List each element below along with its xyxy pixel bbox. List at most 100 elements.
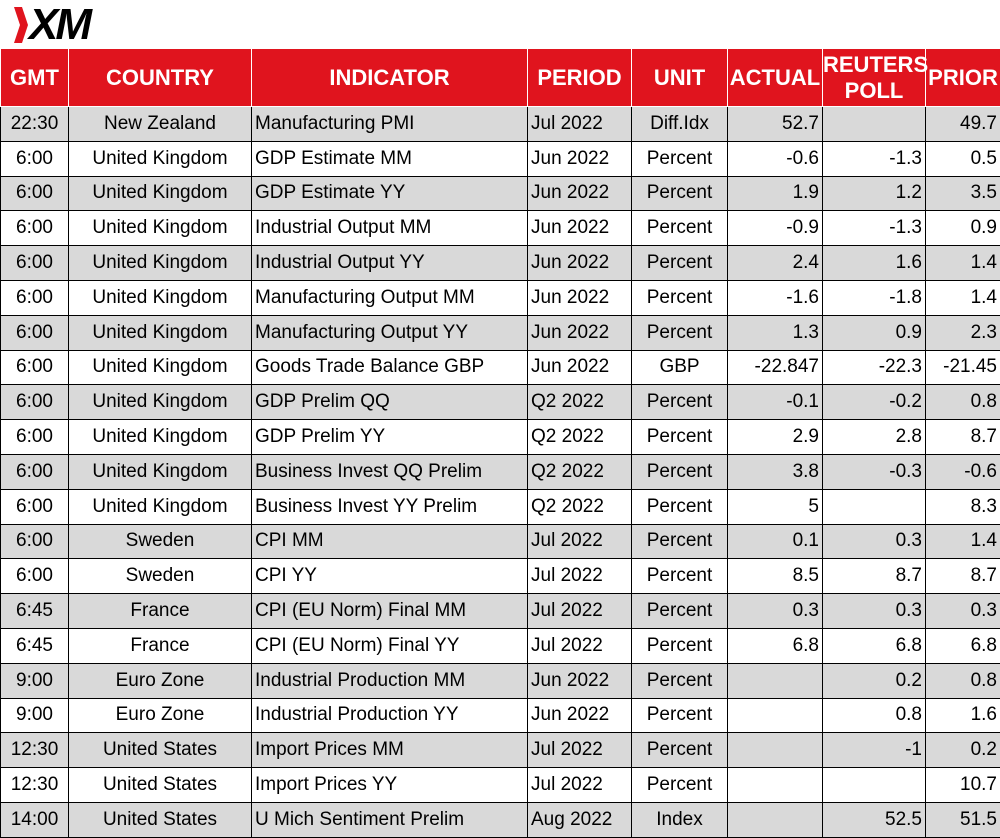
cell-actual (728, 768, 823, 803)
cell-gmt: 6:00 (1, 559, 69, 594)
cell-reuters-poll: 0.3 (823, 524, 926, 559)
cell-prior: 8.7 (926, 559, 1000, 594)
cell-reuters-poll: 0.9 (823, 315, 926, 350)
cell-period: Q2 2022 (528, 420, 632, 455)
cell-reuters-poll: -1.8 (823, 280, 926, 315)
cell-actual: 2.4 (728, 246, 823, 281)
cell-prior: 0.9 (926, 211, 1000, 246)
cell-gmt: 9:00 (1, 663, 69, 698)
cell-indicator: Manufacturing Output MM (252, 280, 528, 315)
cell-indicator: GDP Prelim YY (252, 420, 528, 455)
cell-actual (728, 698, 823, 733)
cell-actual: 0.3 (728, 594, 823, 629)
cell-actual: -0.6 (728, 141, 823, 176)
cell-unit: Percent (632, 280, 728, 315)
cell-indicator: CPI YY (252, 559, 528, 594)
cell-country: United Kingdom (69, 246, 252, 281)
cell-indicator: GDP Prelim QQ (252, 385, 528, 420)
cell-period: Jun 2022 (528, 176, 632, 211)
cell-indicator: Industrial Output MM (252, 211, 528, 246)
cell-prior: 0.8 (926, 663, 1000, 698)
cell-reuters-poll: 0.8 (823, 698, 926, 733)
header-actual: ACTUAL (728, 49, 823, 107)
cell-indicator: Industrial Output YY (252, 246, 528, 281)
cell-period: Jun 2022 (528, 315, 632, 350)
cell-unit: GBP (632, 350, 728, 385)
cell-prior: -0.6 (926, 454, 1000, 489)
cell-prior: 51.5 (926, 802, 1000, 837)
cell-actual: -0.9 (728, 211, 823, 246)
cell-country: United Kingdom (69, 420, 252, 455)
cell-gmt: 6:00 (1, 420, 69, 455)
cell-prior: -21.45 (926, 350, 1000, 385)
cell-gmt: 22:30 (1, 107, 69, 142)
cell-period: Jul 2022 (528, 107, 632, 142)
cell-indicator: CPI MM (252, 524, 528, 559)
header-unit: UNIT (632, 49, 728, 107)
cell-indicator: CPI (EU Norm) Final MM (252, 594, 528, 629)
cell-reuters-poll: 2.8 (823, 420, 926, 455)
cell-reuters-poll: -1.3 (823, 141, 926, 176)
cell-unit: Percent (632, 385, 728, 420)
cell-gmt: 6:00 (1, 454, 69, 489)
cell-country: France (69, 628, 252, 663)
cell-actual: -22.847 (728, 350, 823, 385)
cell-unit: Diff.Idx (632, 107, 728, 142)
cell-gmt: 6:00 (1, 280, 69, 315)
cell-prior: 8.7 (926, 420, 1000, 455)
xm-logo: XM (14, 4, 89, 46)
cell-period: Jun 2022 (528, 141, 632, 176)
cell-prior: 3.5 (926, 176, 1000, 211)
cell-indicator: Import Prices YY (252, 768, 528, 803)
cell-prior: 10.7 (926, 768, 1000, 803)
cell-unit: Percent (632, 141, 728, 176)
cell-gmt: 6:00 (1, 211, 69, 246)
cell-period: Jun 2022 (528, 663, 632, 698)
cell-prior: 0.2 (926, 733, 1000, 768)
cell-reuters-poll: 0.3 (823, 594, 926, 629)
cell-country: United States (69, 802, 252, 837)
cell-reuters-poll: 52.5 (823, 802, 926, 837)
cell-prior: 0.8 (926, 385, 1000, 420)
cell-actual: 1.9 (728, 176, 823, 211)
cell-period: Aug 2022 (528, 802, 632, 837)
cell-country: United Kingdom (69, 315, 252, 350)
cell-country: Sweden (69, 559, 252, 594)
cell-prior: 1.6 (926, 698, 1000, 733)
cell-indicator: Industrial Production YY (252, 698, 528, 733)
cell-actual: 6.8 (728, 628, 823, 663)
cell-actual (728, 802, 823, 837)
cell-actual: 5 (728, 489, 823, 524)
cell-actual: 1.3 (728, 315, 823, 350)
cell-reuters-poll: 1.6 (823, 246, 926, 281)
cell-indicator: Business Invest YY Prelim (252, 489, 528, 524)
cell-prior: 0.3 (926, 594, 1000, 629)
cell-unit: Percent (632, 211, 728, 246)
logo-text: XM (29, 5, 89, 45)
cell-actual: 52.7 (728, 107, 823, 142)
cell-actual: 2.9 (728, 420, 823, 455)
cell-reuters-poll (823, 768, 926, 803)
cell-period: Jun 2022 (528, 280, 632, 315)
cell-actual (728, 663, 823, 698)
cell-indicator: GDP Estimate YY (252, 176, 528, 211)
cell-indicator: Manufacturing Output YY (252, 315, 528, 350)
cell-unit: Percent (632, 733, 728, 768)
cell-prior: 1.4 (926, 246, 1000, 281)
cell-reuters-poll: 8.7 (823, 559, 926, 594)
cell-period: Jul 2022 (528, 733, 632, 768)
